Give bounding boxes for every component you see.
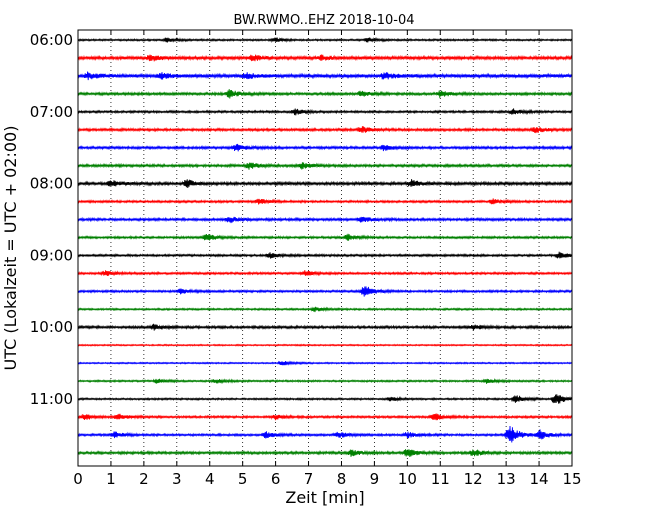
trace-row-0900 (77, 251, 573, 259)
trace-row-1015 (77, 343, 573, 347)
y-tick-label: 06:00 (30, 31, 73, 49)
trace-row-0830 (77, 216, 573, 224)
x-tick-label: 12 (464, 470, 483, 488)
trace-row-0645 (77, 89, 573, 99)
trace-row-0815 (77, 198, 573, 205)
x-tick-label: 1 (106, 470, 116, 488)
trace-row-1115 (77, 413, 573, 421)
x-tick-label: 4 (205, 470, 215, 488)
y-tick-label: 10:00 (30, 318, 73, 336)
trace-row-0715 (77, 126, 573, 134)
x-tick-label: 0 (73, 470, 83, 488)
x-tick-label: 10 (398, 470, 417, 488)
trace-row-0845 (77, 233, 573, 241)
trace-row-1145 (77, 449, 573, 457)
x-tick-label: 2 (139, 470, 149, 488)
trace-row-0730 (77, 143, 573, 152)
y-tick-label: 09:00 (30, 246, 73, 264)
y-axis: 06:00 07:00 08:00 09:00 10:00 11:00 (30, 31, 572, 408)
x-tick-label: 6 (271, 470, 281, 488)
trace-row-1000 (77, 323, 573, 331)
x-tick-label: 3 (172, 470, 182, 488)
trace-row-0630 (77, 71, 573, 81)
trace-row-1130 (77, 425, 573, 443)
trace-row-0615 (77, 54, 573, 62)
x-tick-label: 14 (530, 470, 549, 488)
x-tick-label: 5 (238, 470, 248, 488)
chart-title: BW.RWMO..EHZ 2018-10-04 (233, 13, 414, 28)
trace-row-1045 (77, 378, 573, 385)
trace-row-0945 (77, 306, 573, 313)
trace-row-1100 (77, 394, 573, 404)
trace-row-0700 (77, 108, 573, 116)
trace-row-1030 (77, 360, 573, 366)
x-axis-label: Zeit [min] (285, 488, 364, 507)
seismogram-traces (77, 37, 573, 457)
y-tick-label: 08:00 (30, 175, 73, 193)
trace-row-0800 (77, 179, 573, 189)
x-tick-label: 15 (562, 470, 581, 488)
x-tick-label: 13 (497, 470, 516, 488)
minute-grid (110, 30, 540, 466)
x-tick-label: 11 (431, 470, 450, 488)
x-tick-label: 9 (370, 470, 380, 488)
trace-row-0745 (77, 162, 573, 170)
y-tick-label: 07:00 (30, 103, 73, 121)
plot-frame (77, 29, 573, 467)
y-tick-label: 11:00 (30, 390, 73, 408)
x-tick-label: 7 (304, 470, 314, 488)
trace-row-0600 (77, 37, 573, 43)
trace-row-0915 (77, 270, 573, 277)
x-tick-label: 8 (337, 470, 347, 488)
trace-row-0930 (77, 286, 573, 297)
x-axis: 0 1 2 3 4 5 6 7 8 9 10 11 12 13 14 15 (73, 30, 582, 488)
y-axis-label: UTC (Lokalzeit = UTC + 02:00) (1, 126, 20, 371)
